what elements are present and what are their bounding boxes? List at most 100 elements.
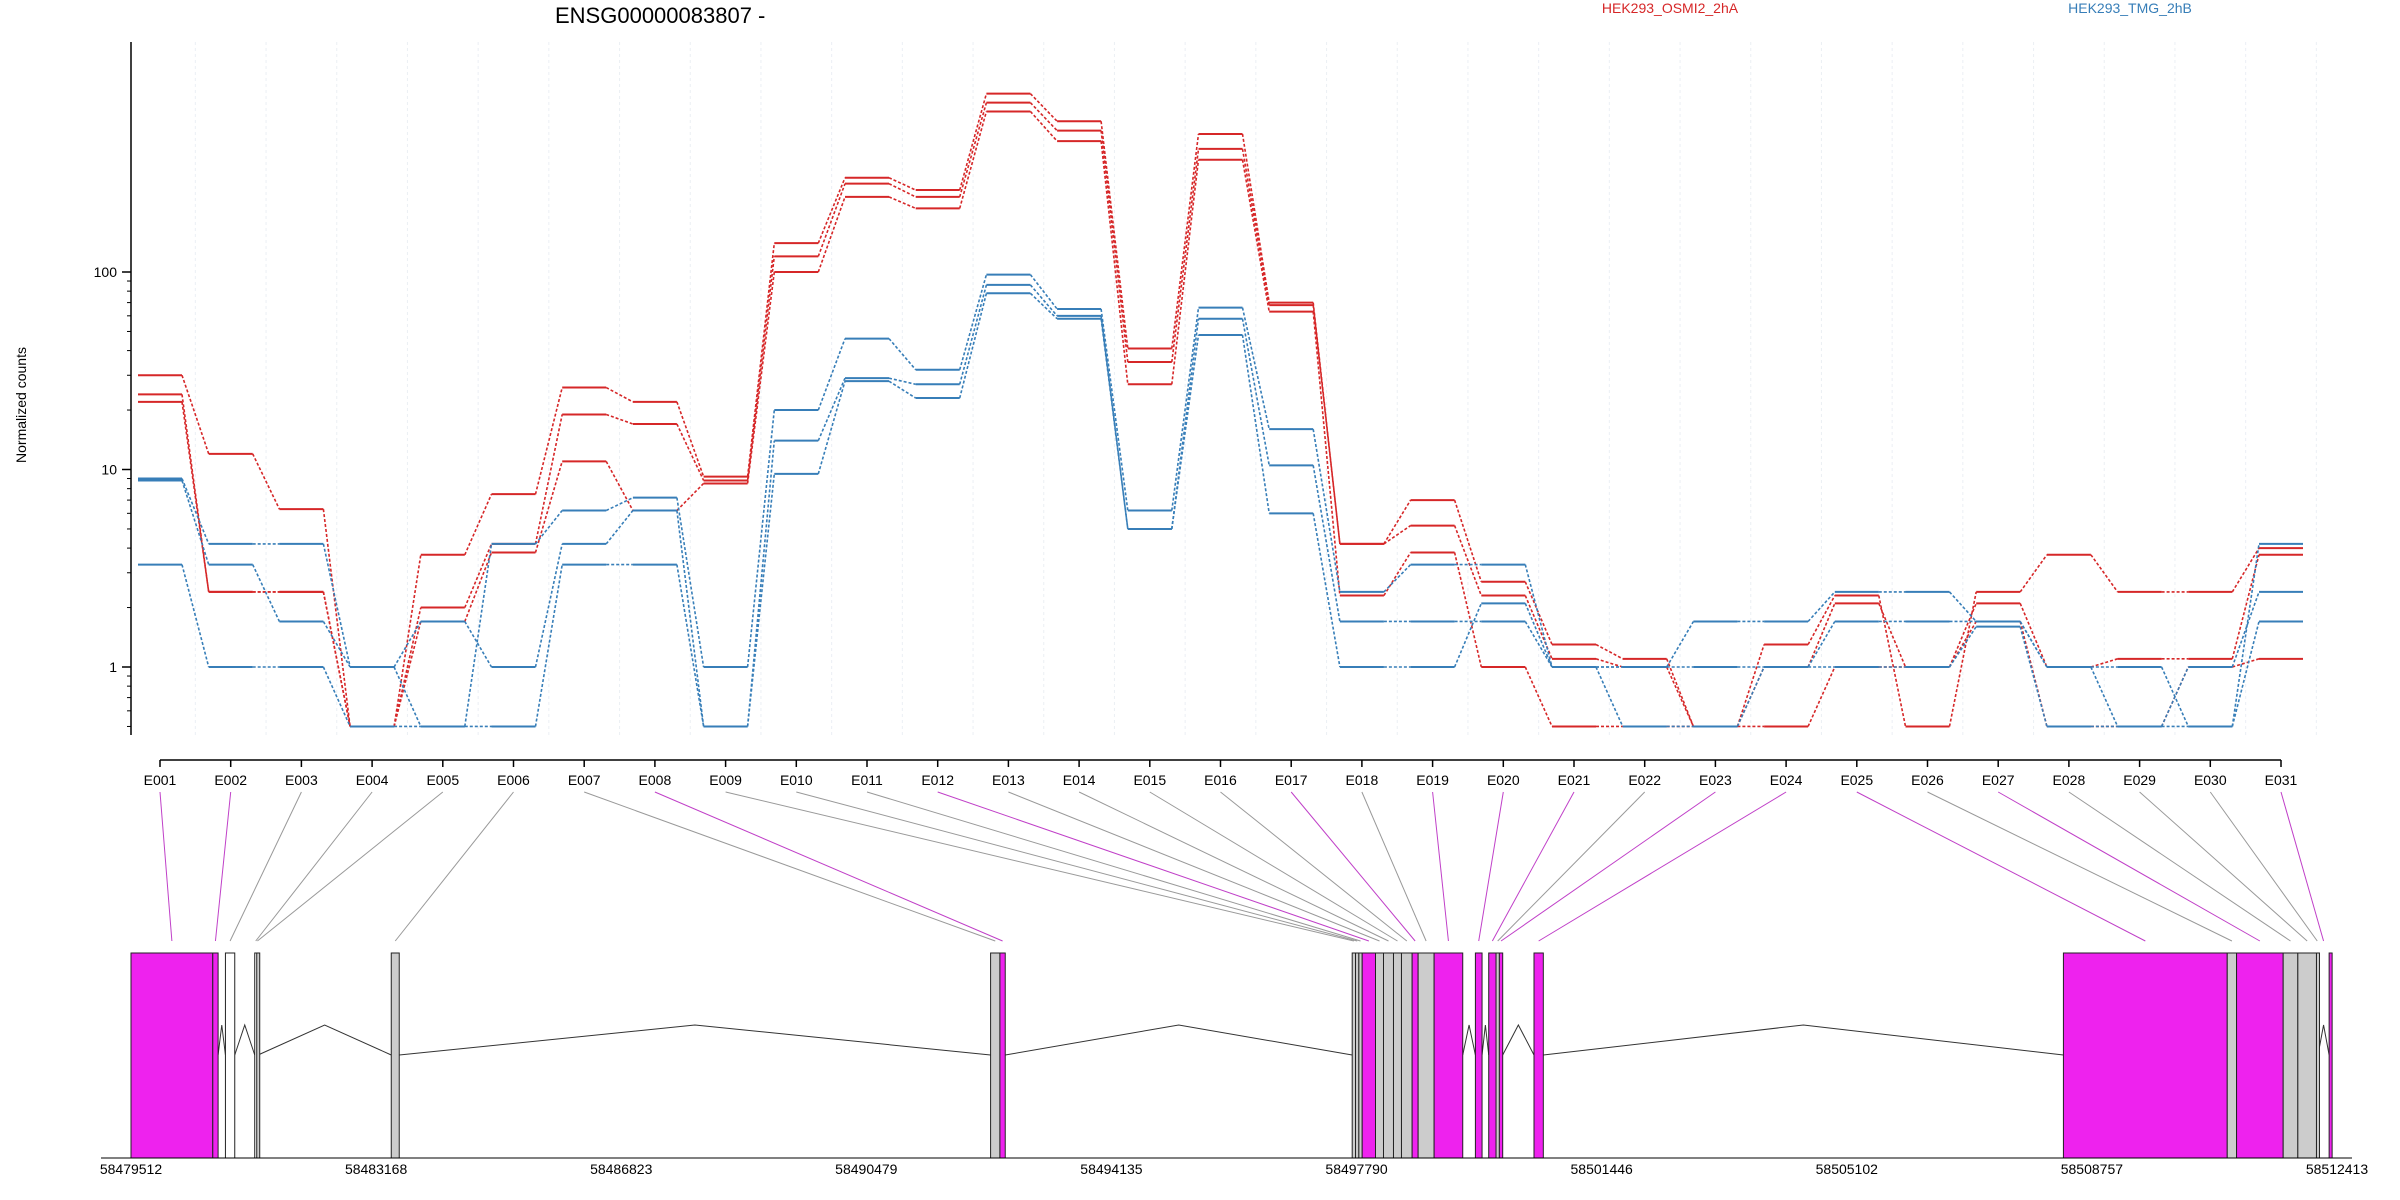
connector-E014 [1078,791,1389,942]
series-5-transition [1595,666,1624,727]
connector-E022 [1497,791,1646,942]
exon-box-E008 [999,952,1006,1159]
exon-box-E020 [1474,952,1483,1159]
series-2-transition [1100,141,1129,385]
series-5-transition [1029,292,1058,320]
coordinate-label: 58479512 [100,1161,163,1177]
series-1-transition [1453,525,1483,596]
connector-E011 [866,791,1361,942]
x-tick-label-E014: E014 [1063,772,1096,788]
series-3-transition [888,338,917,371]
legend-label-1: HEK293_TMG_2hB [2068,0,2192,16]
series-0-transition [1171,133,1200,349]
x-tick-label-E011: E011 [851,772,883,788]
series-2-transition [393,621,422,727]
series-0-transition [181,375,210,455]
series-0-transition [1524,581,1553,645]
series-0-transition [1595,643,1624,660]
legend: HEK293_OSMI2_2hA HEK293_TMG_2hB [1602,0,2192,16]
intron-E020 [1481,1024,1490,1056]
series-2-transition [1029,110,1058,142]
series-3-transition [464,543,493,727]
series-4-transition [1312,465,1341,622]
series-4-transition [2090,666,2119,727]
series-0-transition [251,453,281,510]
exon-gridlines [194,42,2317,735]
series-5-transition [1100,318,1129,530]
exon-box-E017 [1411,952,1419,1159]
coordinate-label: 58501446 [1571,1161,1634,1177]
series-0-transition [676,401,705,477]
series-1-transition [464,543,493,608]
series-5 [138,292,2303,728]
series-1-transition [2231,554,2260,660]
connector-E009 [725,791,1354,942]
series-5-transition [1453,603,1483,668]
series-5-transition [676,564,705,727]
coordinate-label: 58497790 [1325,1161,1388,1177]
series-3-transition [1383,564,1412,593]
series-5-transition [817,380,846,475]
series-1-transition [817,183,846,257]
connector-E023 [1500,791,1716,942]
exon-box-E028 [2282,952,2299,1159]
coordinate-label: 58512413 [2306,1161,2369,1177]
series-4 [138,283,2303,728]
x-tick-label-E002: E002 [214,772,247,788]
series-2-transition [1312,311,1341,596]
series-3-transition [322,543,351,668]
x-tick-label-E001: E001 [144,772,177,788]
y-tick-label: 1 [109,659,117,675]
series-0-transition [1383,499,1412,545]
connector-E030 [2209,791,2318,942]
series-5-transition [1948,626,1977,668]
series-4-transition [251,564,281,622]
connector-E017 [1290,791,1416,942]
connector-E013 [1008,791,1380,942]
series-0-transition [605,386,634,403]
connector-E018 [1361,791,1427,942]
x-tick-label-E005: E005 [426,772,459,788]
series-2-transition [1948,621,1977,668]
series-4-transition [817,377,846,441]
series-5-transition [958,293,988,399]
gene-model [130,952,2333,1159]
exon-box-E019 [1433,952,1464,1159]
connector-E007 [584,791,996,942]
coordinate-label: 58483168 [345,1161,408,1177]
coordinate-label: 58508757 [2061,1161,2124,1177]
x-tick-label-E008: E008 [639,772,672,788]
series-1-transition [1241,148,1270,306]
series-4-transition [393,621,422,668]
series-3-transition [181,478,210,545]
series-2-transition [1807,666,1836,727]
series-3-transition [817,338,846,411]
series-4-transition [2231,591,2260,668]
exon-box-E031 [2328,952,2333,1159]
x-tick-label-E017: E017 [1275,772,1308,788]
series-0-transition [1878,595,1907,727]
x-tick-label-E004: E004 [356,772,389,788]
series-4-transition [1524,621,1553,668]
series-1-transition [181,394,210,593]
y-tick-label: 100 [94,264,118,280]
intron-E002 [217,1024,226,1056]
series-0-transition [1807,595,1836,645]
series-2-transition [817,196,846,273]
legend-label-0: HEK293_OSMI2_2hA [1602,0,1739,16]
series-2-transition [322,591,351,727]
x-tick-label-E021: E021 [1558,772,1591,788]
series-5-transition [1524,603,1553,668]
series-2-transition [1453,552,1483,668]
connector-E012 [937,791,1370,942]
connector-E029 [2139,791,2308,942]
connector-E027 [1997,791,2261,942]
series-3 [138,273,2303,728]
exon-box-E027 [2236,952,2284,1159]
series-5-transition [1736,666,1765,727]
series-2-transition [1383,552,1412,596]
series-5-transition [534,564,563,727]
series-5-transition [888,380,917,399]
series-0-transition [2231,547,2260,593]
